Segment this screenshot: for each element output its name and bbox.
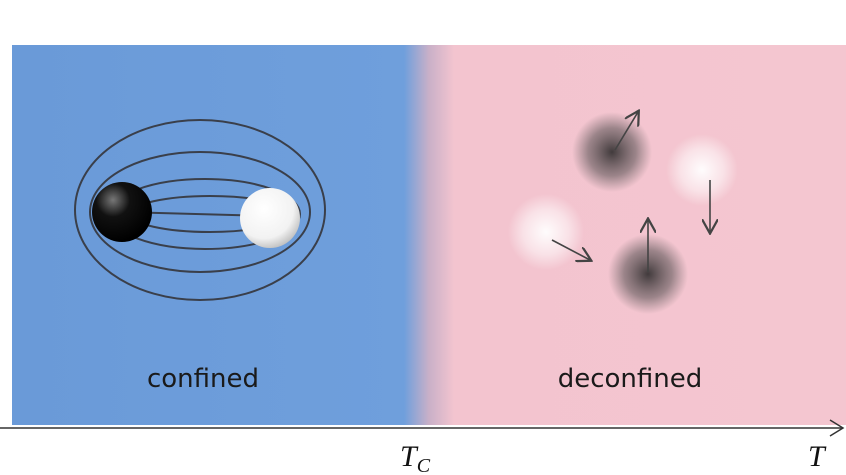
critical-temperature: TC xyxy=(400,440,431,475)
diagram: confined deconfined TC T xyxy=(0,0,846,475)
subscript: C xyxy=(417,455,431,475)
axis-label: T xyxy=(808,440,827,473)
panel-label: deconfined xyxy=(558,364,703,394)
antiquark xyxy=(240,188,300,248)
panel-label: confined xyxy=(147,364,259,394)
quark xyxy=(92,182,152,242)
